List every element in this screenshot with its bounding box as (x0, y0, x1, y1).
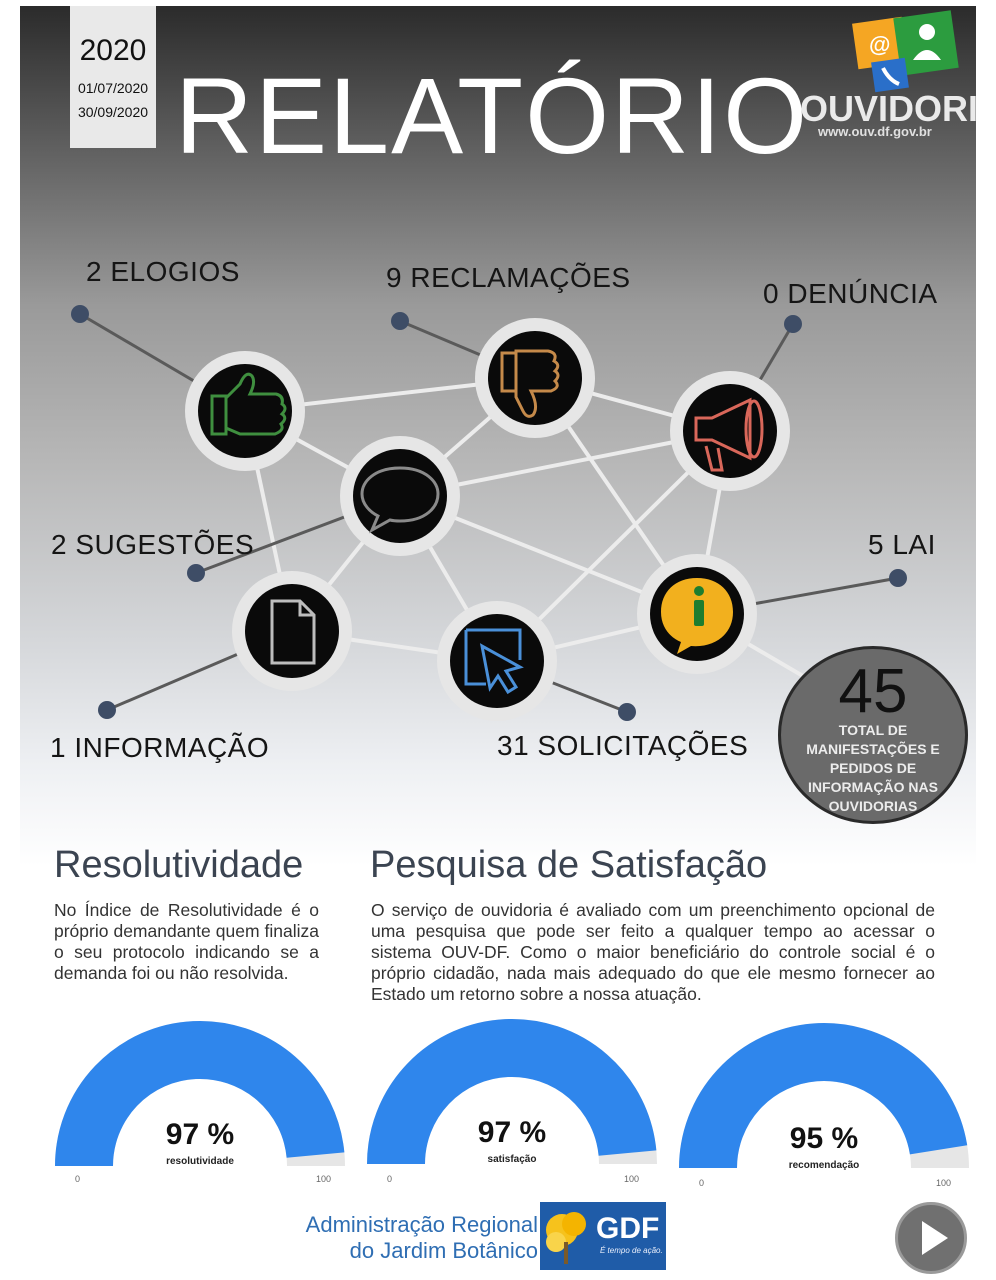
gauge-min: 0 (387, 1174, 393, 1184)
gauge-caption: satisfação (487, 1154, 537, 1165)
gdf-logo (540, 1202, 666, 1270)
gauge-fill (367, 1018, 657, 1165)
thumbs-down-icon (475, 318, 595, 438)
gauge-caption: recomendação (788, 1160, 860, 1171)
tree-icon (546, 1212, 586, 1264)
cursor-icon (437, 601, 557, 721)
gauge-fill (55, 1020, 345, 1167)
play-button[interactable] (895, 1202, 967, 1274)
gauge-value: 95 % (789, 1122, 859, 1155)
play-icon[interactable] (898, 1205, 964, 1271)
thumbs-up-icon (185, 351, 305, 471)
label-informacao: 1 INFORMAÇÃO (50, 732, 270, 763)
gauge-recomendacao: 95 % recomendação 0 100 (674, 1020, 974, 1190)
gauge-max: 100 (316, 1174, 332, 1184)
label-solicitacoes: 31 SOLICITAÇÕES (497, 730, 749, 761)
admin-line-1: Administração Regional (305, 1212, 538, 1237)
report-page: 2020 01/07/2020 30/09/2020 RELATÓRIO @ O… (20, 6, 976, 1274)
gauge-min: 0 (75, 1174, 81, 1184)
logo-name: OUVIDORIA (800, 88, 976, 129)
resolutividade-body: No Índice de Resolutividade é o próprio … (54, 900, 319, 983)
pesquisa-title: Pesquisa de Satisfação (370, 844, 768, 886)
report-year: 2020 (79, 34, 147, 67)
label-reclamacoes: 9 RECLAMAÇÕES (386, 262, 631, 293)
manifestation-network (71, 305, 907, 721)
gauge-caption: resolutividade (166, 1156, 234, 1167)
gauge-max: 100 (936, 1178, 952, 1188)
ouvidoria-logo: @ (852, 10, 959, 93)
gauge-satisfacao: 97 % satisfação 0 100 (362, 1016, 662, 1186)
total-badge: 45 TOTAL DE MANIFESTAÇÕES E PEDIDOS DE I… (778, 646, 968, 824)
gauge-value: 97 % (165, 1118, 235, 1151)
info-icon (637, 554, 757, 674)
gauge-min: 0 (699, 1178, 705, 1188)
gauge-resolutividade: 97 % resolutividade 0 100 (50, 1018, 350, 1188)
page-title: RELATÓRIO (175, 55, 810, 176)
gauge-arc (367, 1018, 657, 1165)
date-box: 2020 01/07/2020 30/09/2020 (70, 6, 156, 148)
total-text: TOTAL DE MANIFESTAÇÕES E PEDIDOS DE INFO… (806, 722, 940, 814)
label-denuncia: 0 DENÚNCIA (763, 278, 938, 309)
gauge-arc (679, 1023, 969, 1169)
label-sugestoes: 2 SUGESTÕES (51, 529, 255, 560)
period-start: 01/07/2020 (77, 80, 149, 96)
total-number: 45 (838, 657, 908, 726)
speech-bubble-icon (340, 436, 460, 556)
megaphone-icon (670, 371, 790, 491)
label-dots (71, 305, 907, 721)
gdf-slogan: É tempo de ação. (600, 1246, 663, 1255)
gauge-value: 97 % (477, 1116, 547, 1149)
gauge-arc (55, 1020, 345, 1167)
resolutividade-title: Resolutividade (54, 844, 304, 886)
admin-name: Administração Regional do Jardim Botânic… (270, 1212, 538, 1264)
gdf-text: GDF (596, 1212, 660, 1245)
pesquisa-body: O serviço de ouvidoria é avaliado com um… (371, 900, 935, 1004)
svg-text:@: @ (869, 32, 890, 57)
document-icon (232, 571, 352, 691)
admin-line-2: do Jardim Botânico (349, 1238, 538, 1263)
gauge-max: 100 (624, 1174, 640, 1184)
logo-url: www.ouv.df.gov.br (818, 124, 932, 139)
label-lai: 5 LAI (868, 529, 936, 560)
label-elogios: 2 ELOGIOS (86, 256, 240, 287)
period-end: 30/09/2020 (77, 104, 149, 120)
gauge-fill (679, 1023, 968, 1169)
